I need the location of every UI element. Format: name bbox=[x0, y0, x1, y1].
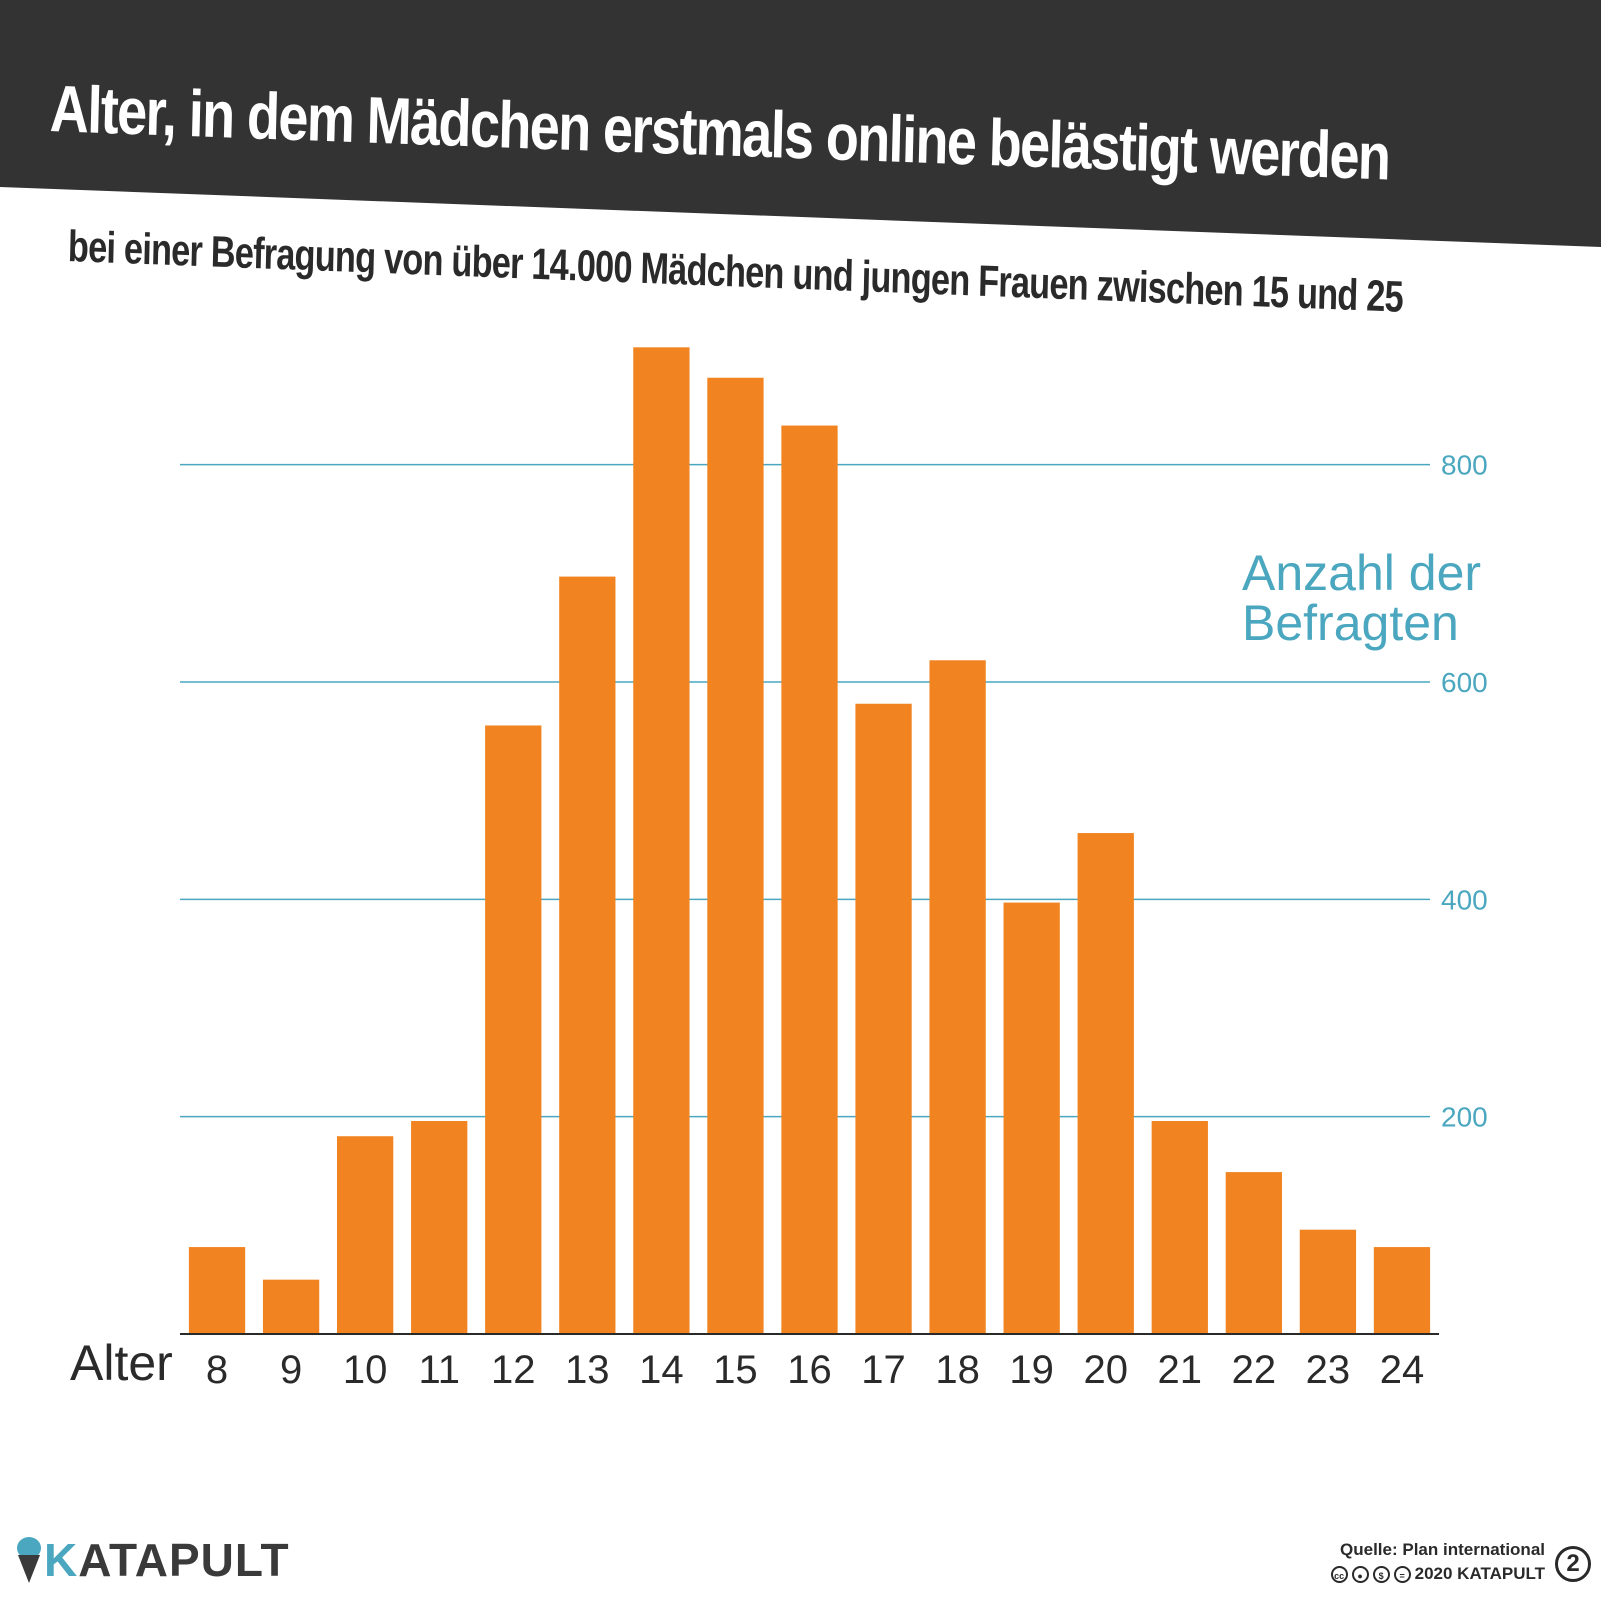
bar-age-9 bbox=[262, 1279, 320, 1334]
x-tick-label: 24 bbox=[1380, 1348, 1425, 1392]
bar-age-22 bbox=[1225, 1172, 1282, 1334]
ice-cream-cone-icon bbox=[17, 1537, 41, 1583]
copyright-text: 2020 KATAPULT bbox=[1414, 1564, 1545, 1583]
x-tick-label: 12 bbox=[491, 1348, 536, 1392]
x-tick-label: 22 bbox=[1232, 1348, 1277, 1392]
bar-age-11 bbox=[411, 1121, 468, 1334]
katapult-logo: KATAPULT bbox=[14, 1530, 290, 1590]
y-tick-label: 400 bbox=[1441, 884, 1488, 915]
bar-age-10 bbox=[337, 1136, 394, 1334]
x-tick-label: 13 bbox=[565, 1348, 610, 1392]
bar-age-8 bbox=[188, 1247, 246, 1334]
bar-age-13 bbox=[559, 576, 616, 1334]
cc-icon: cc bbox=[1330, 1565, 1348, 1583]
x-tick-label: 19 bbox=[1009, 1348, 1054, 1392]
x-tick-label: 21 bbox=[1158, 1348, 1203, 1392]
y-tick-label: 800 bbox=[1441, 450, 1488, 481]
bar-age-20 bbox=[1077, 833, 1134, 1334]
logo-wordmark: KATAPULT bbox=[44, 1533, 290, 1587]
source-text: Quelle: Plan international bbox=[1340, 1540, 1545, 1559]
x-tick-label: 9 bbox=[280, 1348, 302, 1392]
by-attribution-icon: ● bbox=[1351, 1565, 1369, 1583]
bar-age-23 bbox=[1299, 1229, 1357, 1334]
x-tick-label: 17 bbox=[861, 1348, 906, 1392]
bar-layer bbox=[188, 347, 1431, 1335]
logo-letter-k: K bbox=[44, 1534, 79, 1586]
bar-age-24 bbox=[1373, 1247, 1431, 1334]
bar-age-19 bbox=[1003, 902, 1060, 1334]
issue-number-badge: 2 bbox=[1555, 1546, 1591, 1582]
y-axis-title: Anzahl der Befragten bbox=[1242, 545, 1495, 651]
x-tick-label: 16 bbox=[787, 1348, 832, 1392]
bar-age-17 bbox=[855, 703, 912, 1334]
bar-age-12 bbox=[485, 725, 542, 1334]
bar-age-14 bbox=[633, 347, 690, 1335]
license-row: cc ● $ = 2020 KATAPULT bbox=[1330, 1562, 1545, 1586]
x-tick-label: 23 bbox=[1306, 1348, 1351, 1392]
header-band bbox=[0, 0, 1601, 247]
y-axis-title-line-1: Anzahl der bbox=[1242, 545, 1481, 601]
no-derivatives-icon: = bbox=[1393, 1565, 1411, 1583]
x-tick-label: 10 bbox=[343, 1348, 388, 1392]
bar-age-18 bbox=[929, 660, 986, 1334]
x-tick-label: 8 bbox=[206, 1348, 228, 1392]
x-tick-label: 14 bbox=[639, 1348, 684, 1392]
bar-age-16 bbox=[781, 425, 838, 1335]
logo-letters-rest: ATAPULT bbox=[78, 1534, 290, 1586]
x-tick-label: 15 bbox=[713, 1348, 758, 1392]
source-credit: Quelle: Plan international cc ● $ = 2020… bbox=[1330, 1538, 1545, 1586]
y-axis-title-line-2: Befragten bbox=[1242, 595, 1459, 651]
bar-age-21 bbox=[1151, 1121, 1208, 1334]
x-tick-label: 11 bbox=[418, 1348, 460, 1392]
x-axis-title: Alter bbox=[70, 1335, 173, 1391]
x-tick-label: 20 bbox=[1083, 1348, 1128, 1392]
non-commercial-icon: $ bbox=[1372, 1565, 1390, 1583]
x-tick-label: 18 bbox=[935, 1348, 980, 1392]
bar-age-15 bbox=[707, 377, 764, 1334]
category-labels: 8 9 10 11 12 13 14 15 16 17 18 19 20 21 22 23 24 bbox=[206, 1348, 1424, 1392]
y-tick-label: 600 bbox=[1441, 667, 1488, 698]
y-tick-label: 200 bbox=[1441, 1102, 1488, 1133]
